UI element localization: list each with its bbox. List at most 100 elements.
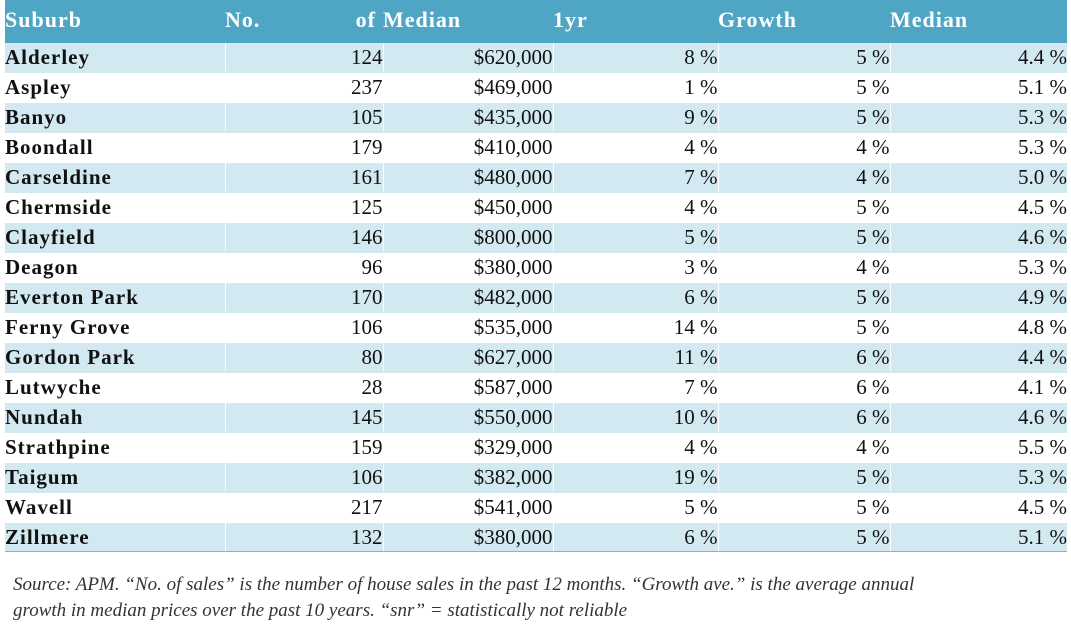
cell-median-price: $382,000	[382, 461, 553, 493]
cell-suburb: Carseldine	[5, 161, 225, 193]
cell-sales: 96	[224, 251, 383, 283]
cell-median-yield: 4.1 %	[889, 371, 1067, 403]
cell-growth: 5 %	[717, 40, 890, 73]
cell-median-price: $587,000	[382, 371, 553, 403]
cell-median-price: $380,000	[382, 251, 553, 283]
cell-growth: 5 %	[717, 281, 890, 313]
cell-suburb: Nundah	[5, 401, 225, 433]
table-row: Zillmere 132 $380,000 6 % 5 % 5.1 %	[5, 521, 1067, 552]
cell-median-price: $535,000	[382, 311, 553, 343]
cell-growth: 4 %	[717, 431, 890, 463]
table-body: Alderley 124 $620,000 8 % 5 % 4.4 % Aspley 237 $…	[5, 40, 1067, 552]
footnote-line-1: Source: APM. “No. of sales” is the numbe…	[13, 574, 915, 595]
footnote-line-2: growth in median prices over the past 10…	[13, 600, 628, 621]
cell-suburb: Everton Park	[5, 281, 225, 313]
cell-suburb: Aspley	[5, 71, 225, 103]
table-row: Alderley 124 $620,000 8 % 5 % 4.4 %	[5, 40, 1067, 73]
cell-one-year: 19 %	[552, 461, 718, 493]
cell-suburb: Wavell	[5, 491, 225, 523]
cell-sales: 132	[224, 521, 383, 552]
header-median-price: Median	[383, 0, 553, 43]
cell-growth: 5 %	[717, 461, 890, 493]
cell-one-year: 7 %	[552, 161, 718, 193]
cell-growth: 5 %	[717, 71, 890, 103]
table-row: Nundah 145 $550,000 10 % 6 % 4.6 %	[5, 401, 1067, 433]
cell-median-yield: 4.8 %	[889, 311, 1067, 343]
cell-median-price: $541,000	[382, 491, 553, 523]
cell-one-year: 5 %	[552, 491, 718, 523]
cell-sales: 28	[224, 371, 383, 403]
cell-suburb: Strathpine	[5, 431, 225, 463]
cell-suburb: Zillmere	[5, 521, 225, 552]
table-row: Wavell 217 $541,000 5 % 5 % 4.5 %	[5, 491, 1067, 523]
header-suburb: Suburb	[5, 0, 225, 43]
cell-median-yield: 4.6 %	[889, 221, 1067, 253]
cell-median-price: $627,000	[382, 341, 553, 373]
table-row: Banyo 105 $435,000 9 % 5 % 5.3 %	[5, 101, 1067, 133]
cell-median-price: $329,000	[382, 431, 553, 463]
cell-suburb: Chermside	[5, 191, 225, 223]
cell-suburb: Boondall	[5, 131, 225, 163]
cell-median-yield: 5.3 %	[889, 131, 1067, 163]
cell-median-price: $550,000	[382, 401, 553, 433]
cell-one-year: 4 %	[552, 131, 718, 163]
header-no-of-sales: No. of	[225, 0, 383, 43]
cell-median-yield: 4.4 %	[889, 341, 1067, 373]
table-row: Strathpine 159 $329,000 4 % 4 % 5.5 %	[5, 431, 1067, 463]
suburb-data-table: Suburb No. of Median 1yr Growth Median A…	[5, 0, 1067, 552]
cell-growth: 5 %	[717, 101, 890, 133]
cell-one-year: 14 %	[552, 311, 718, 343]
header-median-yield: Median	[890, 0, 1067, 43]
cell-median-price: $469,000	[382, 71, 553, 103]
cell-suburb: Ferny Grove	[5, 311, 225, 343]
cell-one-year: 4 %	[552, 431, 718, 463]
cell-median-yield: 4.6 %	[889, 401, 1067, 433]
header-of-label: of	[355, 7, 376, 32]
table-row: Chermside 125 $450,000 4 % 5 % 4.5 %	[5, 191, 1067, 223]
cell-suburb: Taigum	[5, 461, 225, 493]
cell-sales: 237	[224, 71, 383, 103]
cell-growth: 5 %	[717, 311, 890, 343]
cell-one-year: 9 %	[552, 101, 718, 133]
cell-median-price: $380,000	[382, 521, 553, 552]
table-header-row: Suburb No. of Median 1yr Growth Median	[5, 0, 1067, 43]
cell-suburb: Clayfield	[5, 221, 225, 253]
cell-suburb: Gordon Park	[5, 341, 225, 373]
cell-median-price: $800,000	[382, 221, 553, 253]
cell-one-year: 11 %	[552, 341, 718, 373]
table-row: Taigum 106 $382,000 19 % 5 % 5.3 %	[5, 461, 1067, 493]
header-one-year: 1yr	[553, 0, 718, 43]
cell-suburb: Lutwyche	[5, 371, 225, 403]
cell-one-year: 6 %	[552, 281, 718, 313]
cell-sales: 124	[224, 40, 383, 73]
cell-sales: 145	[224, 401, 383, 433]
cell-sales: 179	[224, 131, 383, 163]
cell-growth: 4 %	[717, 161, 890, 193]
cell-suburb: Alderley	[5, 40, 225, 73]
header-growth: Growth	[718, 0, 890, 43]
cell-median-yield: 5.0 %	[889, 161, 1067, 193]
cell-one-year: 8 %	[552, 40, 718, 73]
cell-median-price: $410,000	[382, 131, 553, 163]
cell-median-yield: 4.9 %	[889, 281, 1067, 313]
cell-one-year: 7 %	[552, 371, 718, 403]
cell-median-yield: 4.5 %	[889, 491, 1067, 523]
cell-median-yield: 5.5 %	[889, 431, 1067, 463]
cell-median-price: $480,000	[382, 161, 553, 193]
table-row: Gordon Park 80 $627,000 11 % 6 % 4.4 %	[5, 341, 1067, 373]
cell-growth: 4 %	[717, 131, 890, 163]
cell-median-yield: 5.3 %	[889, 251, 1067, 283]
cell-median-price: $435,000	[382, 101, 553, 133]
cell-suburb: Banyo	[5, 101, 225, 133]
table-row: Carseldine 161 $480,000 7 % 4 % 5.0 %	[5, 161, 1067, 193]
cell-median-yield: 5.1 %	[889, 521, 1067, 552]
cell-median-price: $620,000	[382, 40, 553, 73]
cell-one-year: 5 %	[552, 221, 718, 253]
cell-sales: 161	[224, 161, 383, 193]
suburb-table-container: Suburb No. of Median 1yr Growth Median A…	[5, 0, 1067, 552]
table-row: Clayfield 146 $800,000 5 % 5 % 4.6 %	[5, 221, 1067, 253]
cell-growth: 5 %	[717, 491, 890, 523]
cell-growth: 5 %	[717, 221, 890, 253]
cell-one-year: 6 %	[552, 521, 718, 552]
cell-one-year: 4 %	[552, 191, 718, 223]
